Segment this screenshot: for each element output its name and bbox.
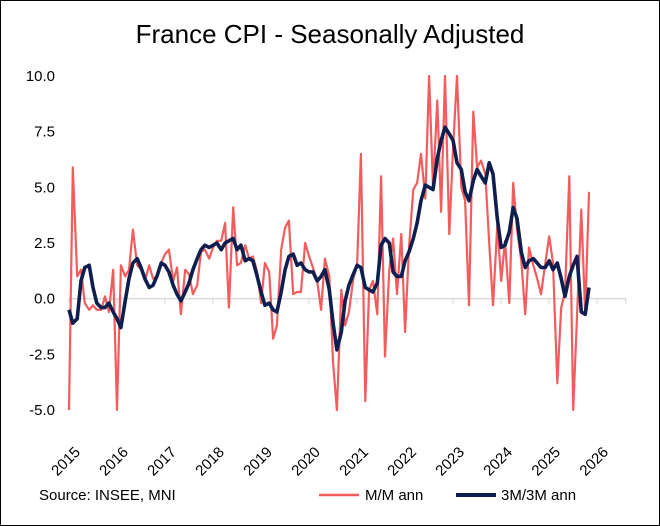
x-tick-label: 2021 — [336, 444, 372, 480]
series-line-mm-ann — [67, 74, 591, 412]
y-tick-label: 2.5 — [34, 235, 55, 252]
y-axis: 10.0 7.5 5.0 2.5 0.0 -2.5 -5.0 — [26, 68, 55, 419]
y-tick-label: 7.5 — [34, 124, 55, 141]
y-tick-label: -5.0 — [29, 402, 55, 419]
x-tick-label: 2023 — [432, 444, 468, 480]
x-tick-label: 2015 — [48, 444, 84, 480]
x-tick-label: 2025 — [528, 444, 564, 480]
y-tick-label: 10.0 — [26, 68, 55, 85]
series-layer — [67, 74, 591, 412]
series-line-3m3m-ann — [67, 125, 591, 352]
y-tick-label: 0.0 — [34, 291, 55, 308]
x-tick-label: 2026 — [576, 444, 612, 480]
x-tick-label: 2018 — [192, 444, 228, 480]
x-tick-label: 2020 — [288, 444, 324, 480]
y-tick-label: -2.5 — [29, 346, 55, 363]
x-tick-label: 2016 — [96, 444, 132, 480]
x-tick-label: 2024 — [480, 444, 516, 480]
x-tick-label: 2022 — [384, 444, 420, 480]
x-tick-label: 2017 — [144, 444, 180, 480]
chart-title: France CPI - Seasonally Adjusted — [135, 19, 525, 49]
x-tick-label: 2019 — [240, 444, 276, 480]
legend-label-mm: M/M ann — [365, 487, 423, 504]
legend-label-3m: 3M/3M ann — [501, 487, 576, 504]
y-tick-label: 5.0 — [34, 179, 55, 196]
source-note: Source: INSEE, MNI — [39, 487, 176, 504]
legend: M/M ann 3M/3M ann — [319, 487, 576, 504]
